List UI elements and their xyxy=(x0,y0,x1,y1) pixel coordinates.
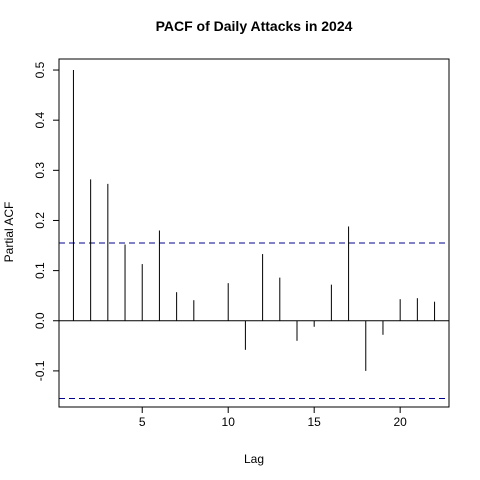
x-tick-label-20: 20 xyxy=(393,415,407,429)
x-tick-label-15: 15 xyxy=(308,415,322,429)
x-tick-label-10: 10 xyxy=(222,415,236,429)
x-tick-label-5: 5 xyxy=(139,415,146,429)
chart-title: PACF of Daily Attacks in 2024 xyxy=(156,18,353,34)
y-tick-label-1: 0.0 xyxy=(33,312,47,329)
y-tick-label-6: 0.5 xyxy=(33,61,47,78)
y-tick-label-3: 0.2 xyxy=(33,212,47,229)
y-tick-label-0: -0.1 xyxy=(33,360,47,381)
y-tick-label-2: 0.1 xyxy=(33,262,47,279)
x-axis-label: Lag xyxy=(244,452,264,466)
plot-frame xyxy=(58,58,450,408)
y-axis-label: Partial ACF xyxy=(2,202,16,263)
y-tick-label-5: 0.4 xyxy=(33,112,47,129)
plot-area: 5 10 15 20 -0.1 0.0 0.1 0.2 0.3 0.4 0.5 xyxy=(33,58,450,429)
y-tick-label-4: 0.3 xyxy=(33,162,47,179)
